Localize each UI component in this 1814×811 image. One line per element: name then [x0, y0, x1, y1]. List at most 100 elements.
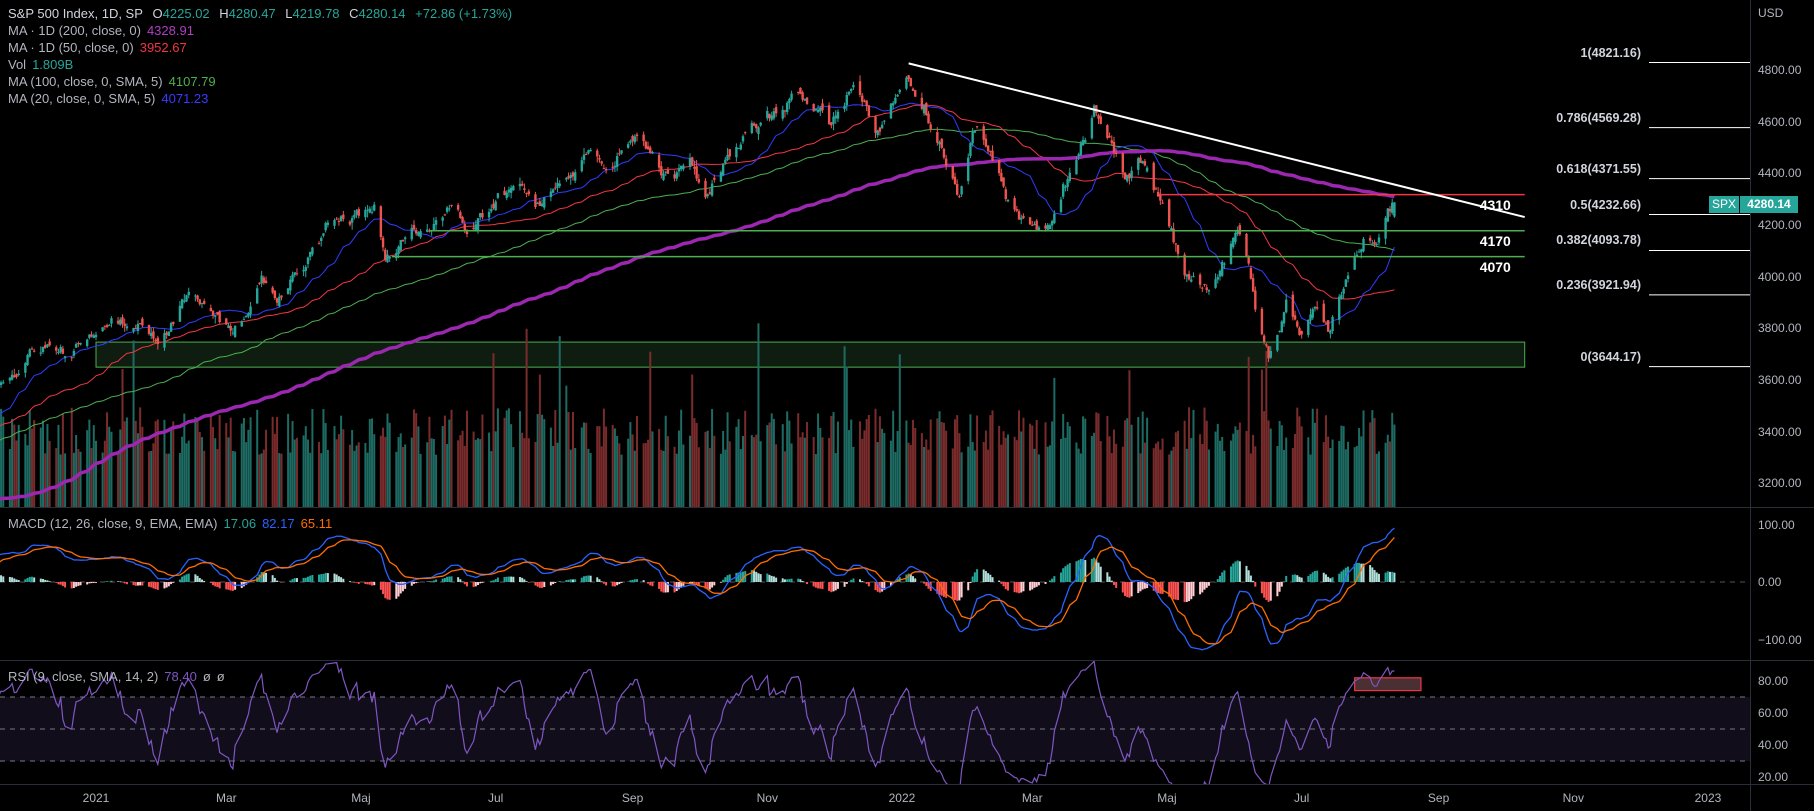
volume-bar — [766, 425, 769, 507]
macd-histogram-bar — [775, 577, 778, 582]
rsi-chart[interactable] — [0, 661, 1750, 784]
macd-chart[interactable] — [0, 508, 1750, 660]
macd-histogram-bar — [117, 581, 120, 582]
volume-bar — [443, 415, 446, 507]
candle — [119, 319, 122, 325]
candle — [150, 332, 153, 337]
indicator-name[interactable]: MA (100, close, 0, SMA, 5) — [8, 74, 163, 89]
candle — [399, 240, 402, 251]
volume-bar — [914, 427, 917, 507]
candle — [969, 143, 972, 156]
indicator-name[interactable]: MA · 1D (50, close, 0) — [8, 40, 134, 55]
volume-bar — [790, 443, 793, 507]
macd-histogram-bar — [48, 581, 51, 582]
macd-histogram-bar — [691, 582, 694, 584]
price-chart[interactable] — [0, 0, 1750, 507]
macd-histogram-bar — [11, 577, 14, 582]
indicator-name[interactable]: MA (20, close, 0, SMA, 5) — [8, 91, 156, 106]
volume-bar — [1013, 436, 1016, 507]
volume-bar — [1216, 423, 1219, 507]
volume-bar — [170, 430, 173, 507]
volume-bar — [1313, 422, 1316, 507]
macd-histogram-bar — [1168, 582, 1171, 597]
volume-bar — [512, 447, 515, 507]
volume-bar — [309, 452, 312, 507]
candle — [991, 150, 994, 161]
macd-histogram-bar — [490, 580, 493, 582]
macd-histogram-bar — [960, 582, 963, 598]
macd-pane[interactable] — [0, 508, 1750, 660]
candle — [1050, 221, 1054, 226]
candle — [434, 220, 438, 225]
macd-histogram-bar — [571, 579, 574, 582]
rsi-pane[interactable] — [0, 661, 1750, 784]
indicator-name[interactable]: MA · 1D (200, close, 0) — [8, 23, 141, 38]
volume-bar — [366, 452, 369, 507]
time-axis-divider — [0, 784, 1814, 785]
candle — [79, 342, 82, 345]
volume-bar — [1004, 437, 1007, 507]
currency-label[interactable]: USD — [1758, 6, 1784, 20]
volume-bar — [704, 431, 707, 507]
volume-bar — [708, 447, 711, 507]
volume-bar — [28, 410, 31, 507]
candle — [1046, 224, 1049, 230]
indicator-name[interactable]: Vol — [8, 57, 27, 72]
pane-divider[interactable] — [0, 507, 1814, 508]
volume-bar — [585, 422, 588, 507]
legend-volume[interactable]: Vol 1.809B — [8, 56, 518, 73]
volume-bar — [108, 426, 111, 507]
rsi-extra: ø — [216, 669, 225, 684]
macd-line — [0, 527, 1395, 651]
candle — [1015, 209, 1019, 211]
macd-histogram-bar — [1313, 570, 1316, 582]
level-label-4170: 4170 — [1479, 232, 1511, 249]
macd-histogram-bar — [940, 582, 943, 596]
macd-histogram-bar — [1121, 582, 1124, 593]
legend-ma50[interactable]: MA · 1D (50, close, 0) 3952.67 — [8, 39, 518, 56]
volume-bar — [1218, 440, 1221, 507]
candle — [1095, 105, 1098, 114]
candle — [905, 77, 908, 89]
candle — [322, 233, 325, 236]
pane-divider[interactable] — [0, 660, 1814, 661]
volume-bar — [276, 416, 279, 507]
rsi-name[interactable]: RSI (9, close, SMA, 14, 2) — [8, 669, 159, 684]
legend-ma20[interactable]: MA (20, close, 0, SMA, 5) 4071.23 — [8, 90, 518, 107]
symbol-row[interactable]: S&P 500 Index, 1D, SP O4225.02 H4280.47 … — [8, 5, 518, 22]
volume-bar — [428, 416, 431, 507]
volume-bar — [662, 450, 665, 507]
macd-histogram-bar — [737, 572, 740, 582]
macd-histogram-bar — [580, 577, 583, 582]
candle — [384, 249, 387, 261]
candle — [28, 349, 31, 357]
legend-ma100[interactable]: MA (100, close, 0, SMA, 5) 4107.79 — [8, 73, 518, 90]
macd-histogram-bar — [706, 582, 709, 590]
volume-bar — [1377, 451, 1380, 507]
volume-bar — [984, 430, 987, 507]
macd-histogram-bar — [1141, 582, 1144, 590]
symbol-title[interactable]: S&P 500 Index, 1D, SP — [8, 6, 143, 21]
price-pane[interactable] — [0, 0, 1750, 507]
candle — [306, 257, 310, 264]
macd-histogram-bar — [525, 581, 528, 582]
macd-histogram-bar — [457, 577, 460, 582]
volume-bar — [828, 437, 831, 507]
volume-bar — [1353, 447, 1356, 507]
volume-bar — [395, 451, 398, 507]
volume-bar — [695, 422, 698, 507]
macd-histogram-bar — [753, 570, 756, 582]
legend-ma200[interactable]: MA · 1D (200, close, 0) 4328.91 — [8, 22, 518, 39]
candle — [227, 325, 230, 328]
macd-histogram-bar — [399, 582, 402, 594]
candle — [357, 209, 360, 216]
rsi-legend[interactable]: RSI (9, close, SMA, 14, 2) 78.40 ø ø — [8, 668, 231, 685]
candle — [1353, 256, 1356, 270]
candle — [1053, 213, 1056, 224]
candle — [138, 323, 142, 325]
macd-histogram-bar — [410, 582, 413, 586]
macd-name[interactable]: MACD (12, 26, close, 9, EMA, EMA) — [8, 516, 218, 531]
macd-legend[interactable]: MACD (12, 26, close, 9, EMA, EMA) 17.06 82… — [8, 515, 338, 532]
candle — [600, 161, 603, 164]
macd-histogram-bar — [260, 572, 263, 582]
